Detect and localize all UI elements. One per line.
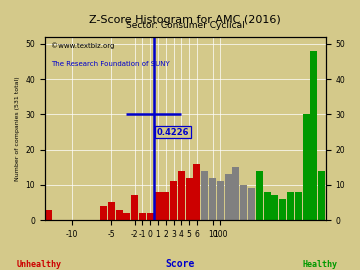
Text: Unhealthy: Unhealthy	[17, 260, 62, 269]
Bar	[248, 188, 255, 220]
Bar	[225, 174, 231, 220]
Bar	[100, 206, 107, 220]
Bar	[154, 192, 162, 220]
Bar	[131, 195, 138, 220]
Bar	[193, 164, 201, 220]
Bar	[162, 192, 169, 220]
Bar	[295, 192, 302, 220]
Text: 0.4226: 0.4226	[157, 127, 189, 137]
Text: ©www.textbiz.org: ©www.textbiz.org	[51, 42, 114, 49]
Bar	[318, 171, 325, 220]
Bar	[123, 213, 130, 220]
Bar	[279, 199, 286, 220]
Bar	[209, 178, 216, 220]
Bar	[201, 171, 208, 220]
Title: Z-Score Histogram for AMC (2016): Z-Score Histogram for AMC (2016)	[89, 15, 281, 25]
Bar	[45, 210, 53, 220]
Bar	[302, 114, 310, 220]
Bar	[178, 171, 185, 220]
Bar	[217, 181, 224, 220]
Text: Score: Score	[165, 259, 195, 269]
Bar	[287, 192, 294, 220]
Bar	[116, 210, 122, 220]
Y-axis label: Number of companies (531 total): Number of companies (531 total)	[15, 76, 20, 181]
Bar	[108, 202, 115, 220]
Bar	[310, 51, 318, 220]
Text: Sector: Consumer Cyclical: Sector: Consumer Cyclical	[126, 22, 245, 31]
Bar	[264, 192, 271, 220]
Bar	[186, 178, 193, 220]
Bar	[271, 195, 278, 220]
Bar	[147, 213, 154, 220]
Bar	[139, 213, 146, 220]
Bar	[170, 181, 177, 220]
Text: The Research Foundation of SUNY: The Research Foundation of SUNY	[51, 61, 170, 67]
Bar	[240, 185, 247, 220]
Bar	[256, 171, 263, 220]
Bar	[233, 167, 239, 220]
Text: Healthy: Healthy	[303, 260, 338, 269]
